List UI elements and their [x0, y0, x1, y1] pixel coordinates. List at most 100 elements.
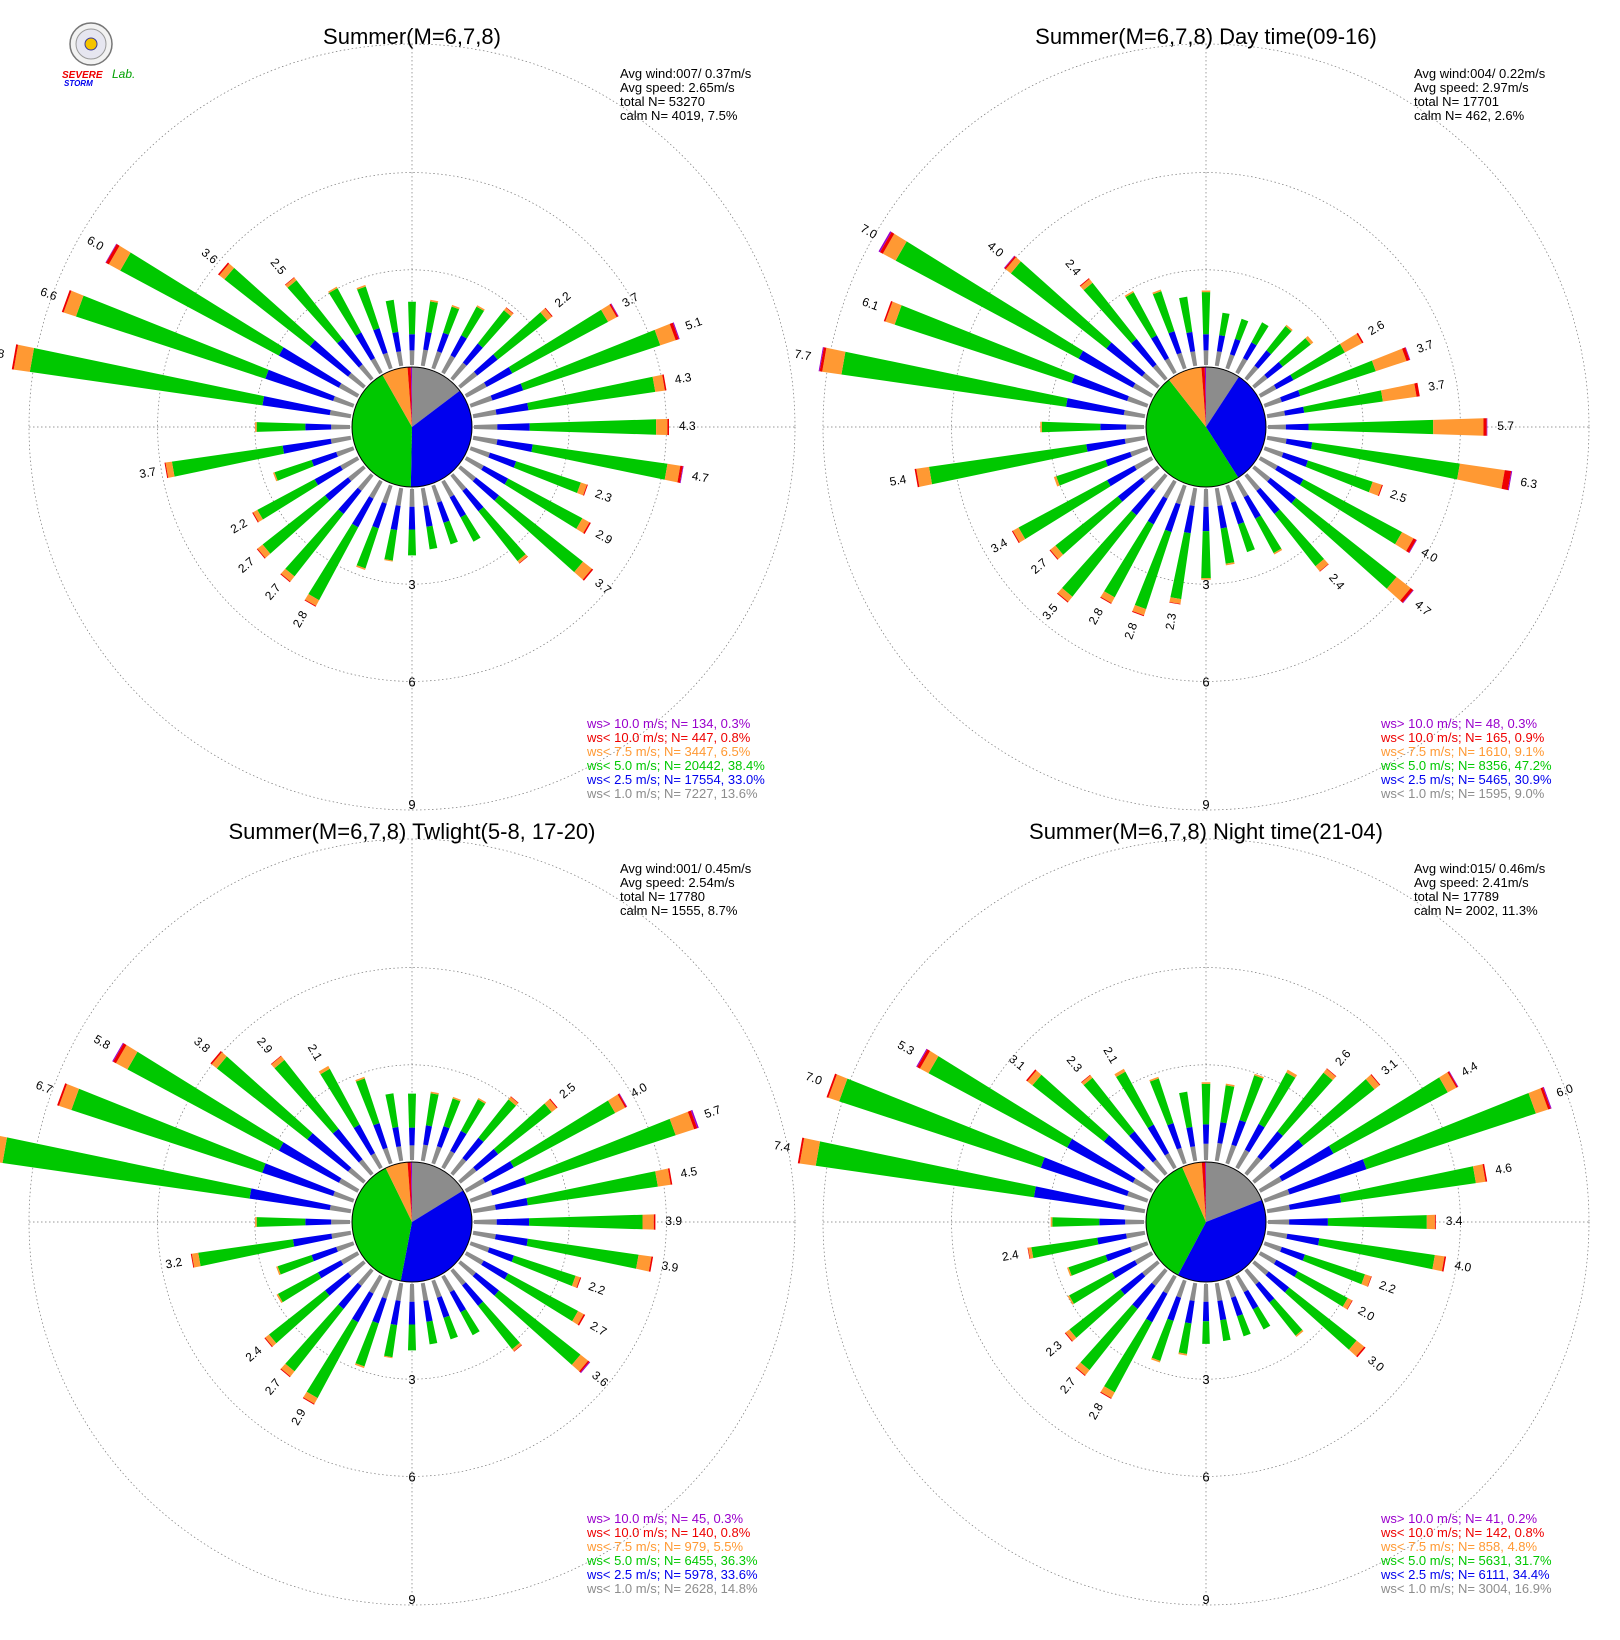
legend-entry-red: ws< 10.0 m/s; N= 165, 0.9% — [1380, 730, 1545, 745]
bar-segment-calm-lt1 — [1126, 424, 1144, 430]
bar-segment-lt10 — [826, 1073, 837, 1098]
bar-segment-lt2_5 — [1243, 342, 1257, 361]
bar-segment-lt7_5 — [601, 304, 617, 322]
bar-segment-calm-lt1 — [1189, 1282, 1198, 1301]
bar-segment-lt2_5 — [423, 1125, 432, 1146]
bar-label: 3.7 — [592, 576, 614, 598]
bar-segment-calm-lt1 — [469, 1241, 490, 1253]
pie-slice-lt10 — [407, 367, 412, 427]
bar-segment-lt5 — [1220, 527, 1235, 564]
bar-segment-lt2_5 — [1033, 1186, 1125, 1211]
bar-segment-lt2_5 — [487, 1247, 514, 1262]
ring-label: 6 — [1202, 674, 1209, 689]
bar-segment-calm-lt1 — [1268, 424, 1286, 430]
bar-segment-lt7_5 — [253, 509, 263, 522]
bar-segment-lt2_5 — [482, 1161, 514, 1183]
chart-title: Summer(M=6,7,8) Night time(21-04) — [1029, 819, 1383, 844]
bar-segment-lt5 — [1235, 318, 1249, 341]
bar-segment-lt2_5 — [1106, 342, 1146, 377]
bar-segment-lt5 — [1339, 1166, 1476, 1203]
pie-slice-lt2_5 — [1177, 1200, 1266, 1282]
bar-segment-calm-lt1 — [450, 1158, 467, 1176]
bar-segment-calm-lt1 — [458, 1167, 477, 1184]
bar-segment-lt5 — [1308, 419, 1434, 435]
legend-entry-gray: ws< 1.0 m/s; N= 3004, 16.9% — [1380, 1581, 1552, 1596]
bar-label: 2.3 — [593, 486, 614, 505]
bar-segment-calm-lt1 — [1244, 1268, 1260, 1285]
bar-segment-lt5 — [1056, 460, 1108, 486]
bar-segment-lt7_5 — [305, 594, 320, 606]
bar-segment-calm-lt1 — [1266, 1230, 1288, 1239]
bar-segment-lt10 — [1400, 588, 1414, 603]
bar-segment-lt2_5 — [353, 1124, 375, 1156]
bar-segment-lt7_5 — [1439, 1072, 1457, 1093]
bar-segment-gt10 — [878, 231, 892, 253]
bar-segment-lt10 — [1441, 1256, 1447, 1272]
bar-segment-lt5 — [1220, 1319, 1231, 1342]
bar-label: 4.7 — [691, 469, 710, 486]
bar-segment-calm-lt1 — [1164, 358, 1177, 375]
bar-segment-lt2_5 — [1168, 331, 1182, 355]
bar-segment-lt5 — [426, 525, 438, 550]
bar-segment-lt2_5 — [392, 331, 402, 352]
bar-segment-lt2_5 — [450, 1130, 467, 1154]
bar-segment-lt5 — [1305, 460, 1373, 493]
bar-segment-lt7_5 — [1028, 1247, 1034, 1259]
bar-segment-lt7_5 — [1152, 289, 1162, 295]
legend-entry-orange: ws< 7.5 m/s; N= 1610, 9.1% — [1380, 744, 1545, 759]
bar-segment-lt10 — [1501, 470, 1512, 491]
bar-segment-lt7_5 — [1473, 1164, 1486, 1184]
bar-segment-lt5 — [1151, 1318, 1174, 1361]
bar-segment-lt7_5 — [1201, 578, 1211, 580]
bar-label: 5.8 — [91, 1032, 113, 1053]
legend-entry-orange: ws< 7.5 m/s; N= 979, 5.5% — [586, 1539, 744, 1554]
bar-segment-lt2_5 — [423, 331, 432, 351]
bar-label: 2.8 — [1086, 605, 1107, 627]
bar-segment-lt5 — [1303, 390, 1383, 413]
bar-segment-lt5 — [425, 301, 438, 333]
legend-entry-red: ws< 10.0 m/s; N= 447, 0.8% — [586, 730, 751, 745]
bar-segment-lt2_5 — [1186, 1126, 1196, 1147]
ring-label: 9 — [1202, 797, 1209, 812]
bar-segment-calm-lt1 — [396, 1146, 404, 1162]
bar-segment-calm-lt1 — [1189, 487, 1198, 506]
bar-segment-calm-lt1 — [336, 446, 355, 457]
stats-line: Avg speed: 2.65m/s — [620, 80, 735, 95]
bar-segment-lt2_5 — [1131, 487, 1156, 516]
bar-segment-gt10 — [679, 466, 684, 484]
legend-entry-purple: ws> 10.0 m/s; N= 48, 0.3% — [1380, 716, 1538, 731]
bar-segment-lt5 — [1294, 1271, 1348, 1307]
bar-segment-calm-lt1 — [370, 1153, 383, 1170]
bar-label: 2.7 — [588, 1318, 610, 1339]
logo: SEVERE STORM Lab. — [62, 22, 135, 88]
pie-slice-lt10 — [1201, 367, 1206, 427]
bar-segment-lt5 — [504, 1273, 579, 1322]
bar-segment-calm-lt1 — [1151, 1268, 1168, 1286]
bar-segment-lt2_5 — [1202, 1301, 1210, 1322]
bar-segment-lt2_5 — [373, 328, 388, 355]
bar-segment-gt10 — [1402, 590, 1414, 604]
bar-segment-calm-lt1 — [464, 1251, 484, 1265]
bar-segment-lt2_5 — [436, 332, 449, 353]
bar-segment-gt10 — [610, 303, 619, 317]
bar-segment-lt2_5 — [314, 465, 343, 486]
bar-label: 3.7 — [1427, 377, 1446, 394]
bar-segment-lt2_5 — [1230, 1296, 1243, 1317]
bar-segment-lt5 — [443, 306, 460, 335]
bar-segment-lt2_5 — [332, 1128, 363, 1163]
bar-segment-lt2_5 — [1269, 1139, 1304, 1170]
bar-segment-lt5 — [526, 1171, 658, 1206]
bar-segment-lt2_5 — [1099, 1218, 1126, 1226]
bar-segment-lt10 — [61, 290, 72, 313]
bar-label: 2.3 — [1043, 1338, 1065, 1360]
bar-segment-lt5 — [494, 1290, 581, 1365]
bar-segment-lt2_5 — [1243, 1289, 1259, 1310]
bar-segment-lt2_5 — [1286, 1233, 1320, 1246]
bar-segment-calm-lt1 — [1252, 374, 1268, 389]
ring-label: 9 — [408, 1592, 415, 1607]
bar-segment-lt2_5 — [497, 423, 530, 431]
bar-label: 2.8 — [1086, 1400, 1107, 1422]
bar-segment-lt7_5 — [318, 1065, 330, 1075]
bar-segment-lt7_5 — [1132, 605, 1147, 616]
bar-segment-calm-lt1 — [1142, 1167, 1160, 1184]
